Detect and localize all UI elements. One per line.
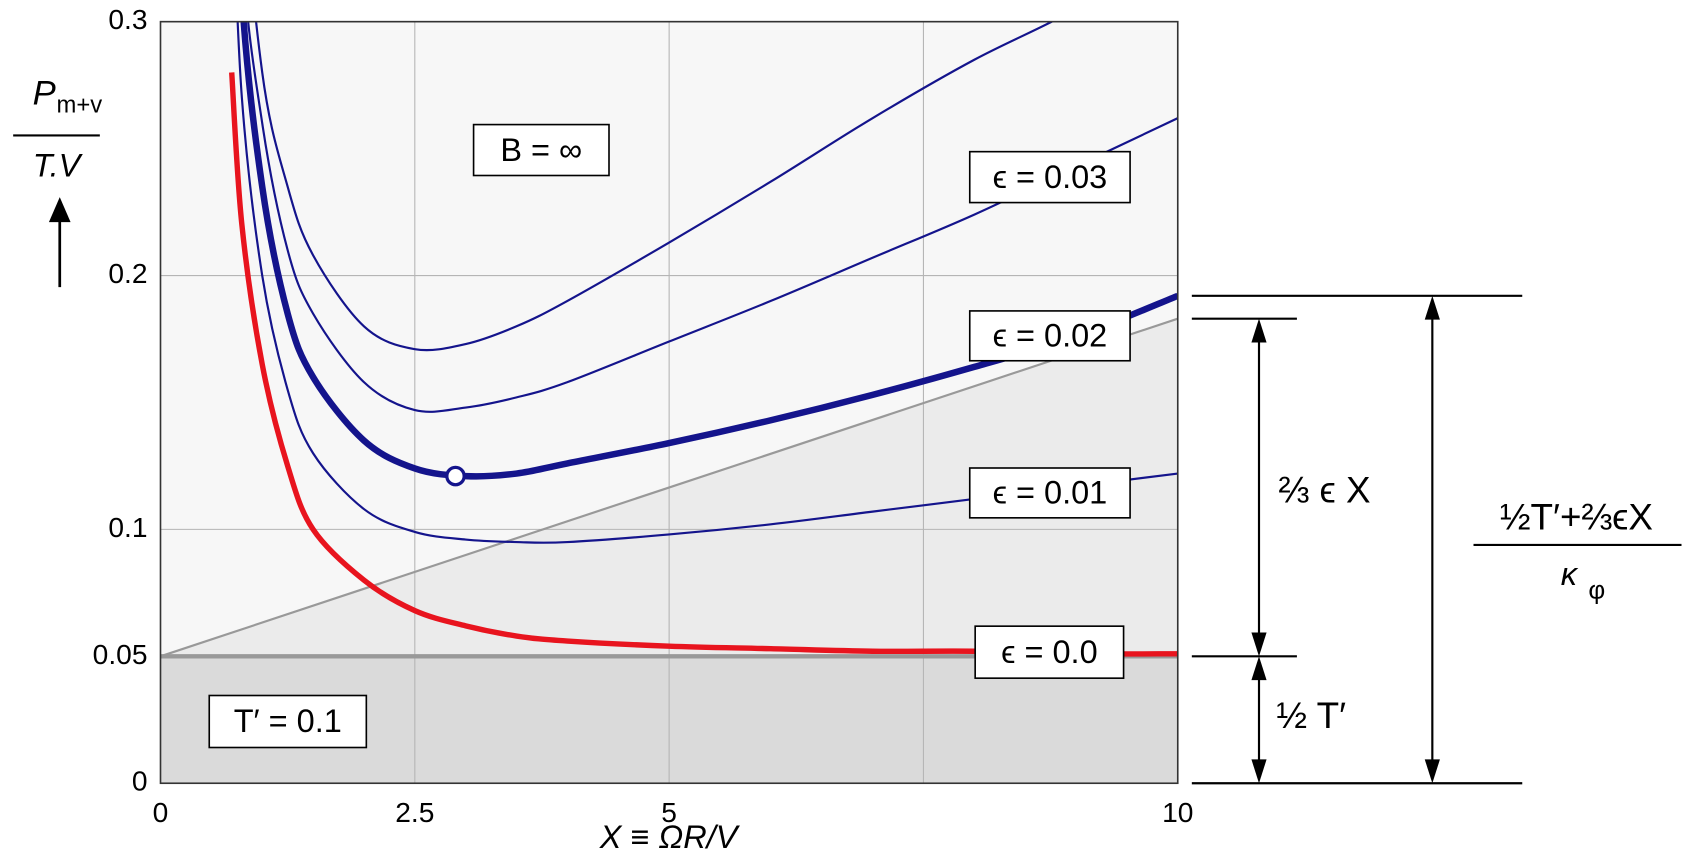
label-box (472, 123, 610, 177)
arrow-head (1424, 295, 1440, 320)
label-box (968, 150, 1131, 204)
label-text: B = ∞ (500, 132, 582, 168)
x-tick-label: 5 (661, 797, 677, 828)
annotation: ½ T′ (1276, 695, 1346, 736)
series-line (229, 72, 1178, 657)
label-text: ϵ = 0.01 (993, 475, 1108, 511)
arrow-head (1424, 759, 1440, 784)
series-line (240, 21, 1178, 480)
y-tick-label: 0.2 (108, 258, 147, 289)
label-box (968, 310, 1131, 362)
label-text: T′ = 0.1 (234, 703, 342, 739)
x-tick-label: 2.5 (395, 797, 434, 828)
annotation: ⅔ ϵ X (1279, 470, 1371, 511)
label-box (208, 694, 368, 749)
arrow-head (1251, 318, 1267, 343)
label-text: ϵ = 0.0 (1001, 634, 1098, 670)
y-tick-label: 0 (132, 766, 148, 797)
formula-denominator: κ (1561, 556, 1579, 592)
arrow-head (1251, 656, 1267, 681)
y-label-denominator: T.V (33, 147, 84, 183)
formula-denominator-sub: φ (1588, 574, 1605, 604)
label-text: ϵ = 0.02 (993, 318, 1108, 354)
reference-line (160, 317, 1178, 658)
formula-numerator: ½T′+⅔ϵX (1500, 497, 1653, 538)
label-box (968, 467, 1131, 519)
y-tick-label: 0.3 (108, 4, 147, 35)
x-tick-label: 0 (153, 797, 169, 828)
marker (445, 465, 466, 487)
arrow-head (1251, 759, 1267, 784)
x-tick-label: 10 (1162, 797, 1193, 828)
arrow-head (1251, 632, 1267, 657)
y-arrow-head (48, 197, 71, 223)
series-line (236, 21, 1178, 544)
x-label: X ≡ ΩR/V (599, 819, 741, 855)
series-line (255, 21, 1055, 352)
y-tick-label: 0.05 (93, 639, 148, 670)
y-label: P (33, 74, 56, 112)
y-label-sub: m+v (57, 91, 103, 118)
series-line (247, 21, 1178, 413)
label-box (974, 625, 1125, 679)
plot-frame (159, 20, 1179, 785)
label-text: ϵ = 0.03 (993, 159, 1108, 195)
y-tick-label: 0.1 (108, 512, 147, 543)
